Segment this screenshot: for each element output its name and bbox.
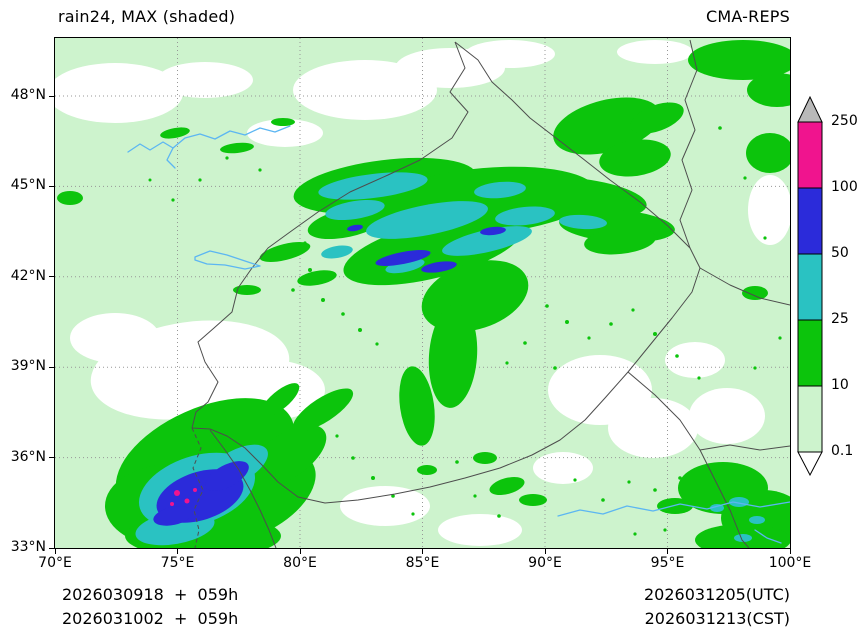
x-tick-label: 75°E [160,555,195,571]
map-canvas [55,38,790,548]
x-tick-label: 70°E [38,555,72,571]
colorbar: 250 100 50 25 10 0.1 [797,95,859,488]
y-tick-mark [49,95,54,97]
y-tick-label: 33°N [10,539,46,555]
y-tick-mark [49,276,54,278]
x-tick-mark [667,549,668,554]
x-tick-mark [299,549,301,554]
x-tick-mark [789,549,791,554]
colorbar-seg-100-250 [797,121,823,189]
x-tick-label: 85°E [405,555,440,571]
y-tick-label: 45°N [10,177,46,194]
model-name-label: CMA-REPS [706,7,790,26]
init-time-utc-label: 2026030918 + 059h [62,585,239,604]
valid-time-utc-label: 2026031205(UTC) [644,585,790,604]
y-tick-mark [49,185,54,187]
precip-100-250mm [170,488,197,506]
init-time-cst-label: 2026031002 + 059h [62,609,239,628]
x-tick-mark [177,549,178,554]
map-plot [54,37,791,549]
x-tick-mark [422,549,423,554]
y-tick-label: 42°N [10,267,46,284]
colorbar-tick-label: 25 [831,311,849,327]
colorbar-tick-label: 250 [831,113,858,129]
plot-title: rain24, MAX (shaded) [58,7,236,26]
colorbar-over-arrow [797,95,823,123]
colorbar-tick-label: 50 [831,245,849,261]
colorbar-seg-50-100 [797,187,823,255]
province-boundaries [191,39,790,548]
y-tick-mark [49,457,54,459]
y-tick-mark [49,547,54,549]
y-tick-label: 48°N [10,87,46,103]
rivers [127,125,790,544]
x-tick-mark [54,549,56,554]
colorbar-tick-label: 10 [831,377,849,393]
x-tick-label: 100°E [768,555,812,571]
x-tick-label: 90°E [528,555,562,571]
colorbar-seg-0.1-10 [797,385,823,453]
y-tick-label: 39°N [10,358,46,375]
colorbar-seg-10-25 [797,319,823,387]
valid-time-cst-label: 2026031213(CST) [644,609,790,628]
x-tick-label: 95°E [650,555,685,571]
colorbar-seg-25-50 [797,253,823,321]
y-tick-mark [49,366,54,368]
colorbar-scale [797,95,823,477]
y-tick-label: 36°N [10,448,46,465]
x-tick-label: 80°E [283,555,317,571]
colorbar-tick-label: 0.1 [831,443,854,459]
x-tick-mark [544,549,546,554]
colorbar-tick-label: 100 [831,179,858,195]
colorbar-under-arrow [797,451,823,477]
